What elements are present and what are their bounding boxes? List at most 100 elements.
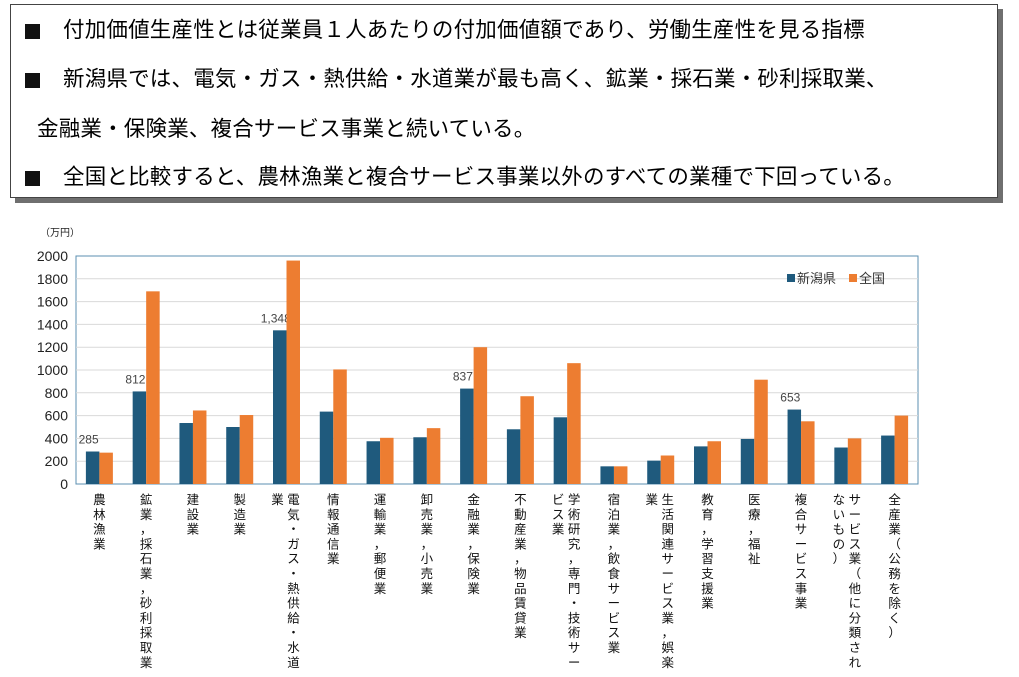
category-label-char: 専 [568,567,581,581]
bar-national [380,437,394,484]
category-label-char: 業 [467,581,480,596]
category-label-char: 融 [467,508,480,522]
category-label-char: 活 [661,508,674,522]
category-label-char: 業 [701,596,714,611]
category-label-char: ， [374,537,387,551]
data-label: 653 [780,391,800,405]
category-label-char: 事 [795,582,808,596]
category-label-char: 建 [187,493,200,507]
category-label-char: 漁 [93,523,106,537]
bullet-icon [25,24,40,39]
category-label-char: 採 [140,537,153,551]
bar-national [286,260,300,484]
category-label-char: 供 [287,597,300,611]
bullet-icon [25,73,40,88]
category-label-char: 合 [795,507,808,522]
category-label-char: 品 [514,582,527,596]
category-label-char: ・ [287,567,300,581]
bar-niigata [787,409,802,484]
bar-niigata [834,447,848,484]
bar-niigata [273,330,287,484]
category-label-char: 便 [374,567,387,581]
data-label: 1,348 [261,311,291,325]
bar-national [99,452,113,484]
summary-text-3: 金融業・保険業、複合サービス事業と続いている。 [37,117,536,142]
category-label-char: 砂 [140,597,153,611]
bar-national [520,396,534,484]
category-label-char: 業 [233,522,246,537]
category-label-char: 術 [568,626,581,640]
category-label-char: ） [888,626,901,640]
legend-swatch-national [849,274,857,282]
category-label-char: 電 [287,493,300,507]
category-label-char: 祉 [748,552,761,566]
category-label-char: 福 [748,536,761,551]
category-label-char: 取 [140,641,153,655]
category-label-char: ， [140,523,153,537]
category-label-char: 業 [661,610,674,625]
category-label-char: 門 [568,582,581,596]
category-label-char: 設 [187,507,200,522]
bar-niigata [85,451,100,484]
data-label: 285 [79,433,99,447]
category-label-char: 業 [327,551,340,566]
bar-niigata [553,417,568,484]
category-label-char: ビ [552,493,565,507]
category-label-char: 運 [374,493,387,507]
summary-text-2: 新潟県では、電気・ガス・熱供給・水道業が最も高く、鉱業・採石業・砂利採取業、 [63,67,888,92]
category-label-char: 業 [271,492,284,507]
category-label-char: ビ [608,611,621,625]
bar-national [473,347,488,484]
category-label-char: 道 [287,656,300,670]
category-label-char: れ [849,656,862,670]
category-label-char: 保 [467,552,480,566]
category-label-char: ス [608,626,621,640]
category-label-char: に [849,597,862,611]
category-label-char: 業 [514,536,527,551]
category-label-char: 産 [514,522,527,537]
category-label-char: ， [701,523,714,537]
category-label-char: ス [795,567,808,581]
category-label-char: 熱 [287,582,300,596]
y-tick-label: 1400 [37,316,68,332]
category-label-char: ー [661,567,674,581]
y-tick-label: 1600 [37,294,68,310]
bar-national [333,369,347,484]
bar-niigata [226,427,240,484]
category-label-char: ・ [568,597,581,611]
category-label-char: 不 [514,493,527,507]
bar-niigata [413,437,427,484]
category-label-char: ー [849,508,862,522]
summary-box: 付加価値生産性とは従業員１人あたりの付加価値額であり、労働生産性を見る指標 新潟… [10,4,998,198]
bar-national [613,466,628,484]
category-label-char: 鉱 [140,492,153,507]
bar-niigata [881,435,895,484]
data-label: 837 [453,370,473,384]
category-label-char: 通 [327,523,340,537]
y-tick-label: 800 [45,385,69,401]
bar-niigata [647,460,661,484]
category-label-char: も [833,523,846,537]
category-label-char: サ [608,582,621,596]
y-tick-label: 1200 [37,339,68,355]
category-label-char: 輸 [374,507,387,522]
bar-national [847,438,862,484]
category-label-char: 技 [568,611,581,625]
category-label-char: 連 [661,537,674,551]
category-label-char: （ [888,537,901,551]
bar-niigata [460,388,474,484]
bar-niigata [600,466,614,484]
y-tick-label: 1000 [37,362,68,378]
bar-national [239,415,254,484]
bar-niigata [506,429,521,484]
category-label-char: ス [849,537,862,551]
category-label-char: ガ [287,537,300,551]
category-label-char: 泊 [608,508,621,522]
bar-national [426,428,441,484]
category-label-char: 支 [701,567,714,581]
category-label-char: 金 [467,492,480,507]
category-label-char: 究 [568,536,581,551]
category-label-char: ， [748,523,761,537]
y-tick-label: 600 [45,408,69,424]
y-unit-label: （万円） [40,227,80,239]
